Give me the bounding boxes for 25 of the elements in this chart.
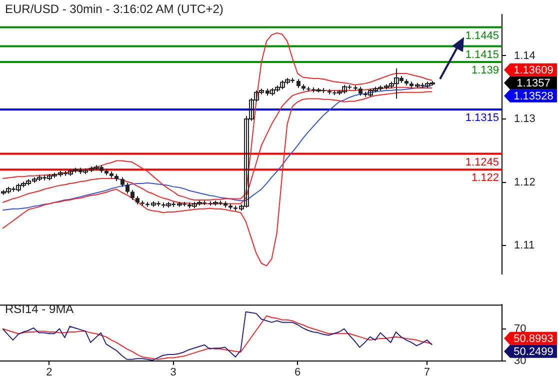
ref-line-label: 1.1245 bbox=[465, 156, 499, 168]
candlestick bbox=[126, 182, 130, 194]
ref-line-label: 1.1315 bbox=[465, 112, 499, 124]
y-tick-label: 1.14 bbox=[514, 50, 536, 62]
ref-line-label: 1.139 bbox=[471, 64, 499, 77]
ref-line-label: 1.1415 bbox=[465, 48, 499, 61]
text: 1.1357 bbox=[516, 77, 550, 90]
text: 50.8993 bbox=[514, 332, 554, 345]
y-tick-label: 1.11 bbox=[514, 240, 535, 252]
x-tick-label: 7 bbox=[424, 366, 430, 377]
ref-line-label: 1.1445 bbox=[465, 30, 499, 42]
text: 1.13528 bbox=[514, 90, 554, 102]
x-tick-label: 2 bbox=[46, 366, 52, 377]
chart-title: EUR/USD - 30min - 3:16:02 AM (UTC+2) bbox=[5, 2, 224, 16]
text: 50.2499 bbox=[514, 346, 554, 358]
ref-line-label: 1.122 bbox=[471, 172, 499, 184]
y-tick-label: 1.12 bbox=[514, 176, 536, 188]
candlestick bbox=[130, 189, 134, 200]
chart-title: RSI14 - 9MA bbox=[5, 302, 74, 316]
x-tick-label: 3 bbox=[170, 366, 176, 377]
y-tick-label: 1.13 bbox=[514, 113, 536, 126]
candlestick bbox=[120, 176, 124, 188]
x-tick-label: 6 bbox=[294, 366, 301, 377]
y-tick-label: 70 bbox=[514, 322, 526, 335]
text: 1.13609 bbox=[514, 64, 554, 76]
